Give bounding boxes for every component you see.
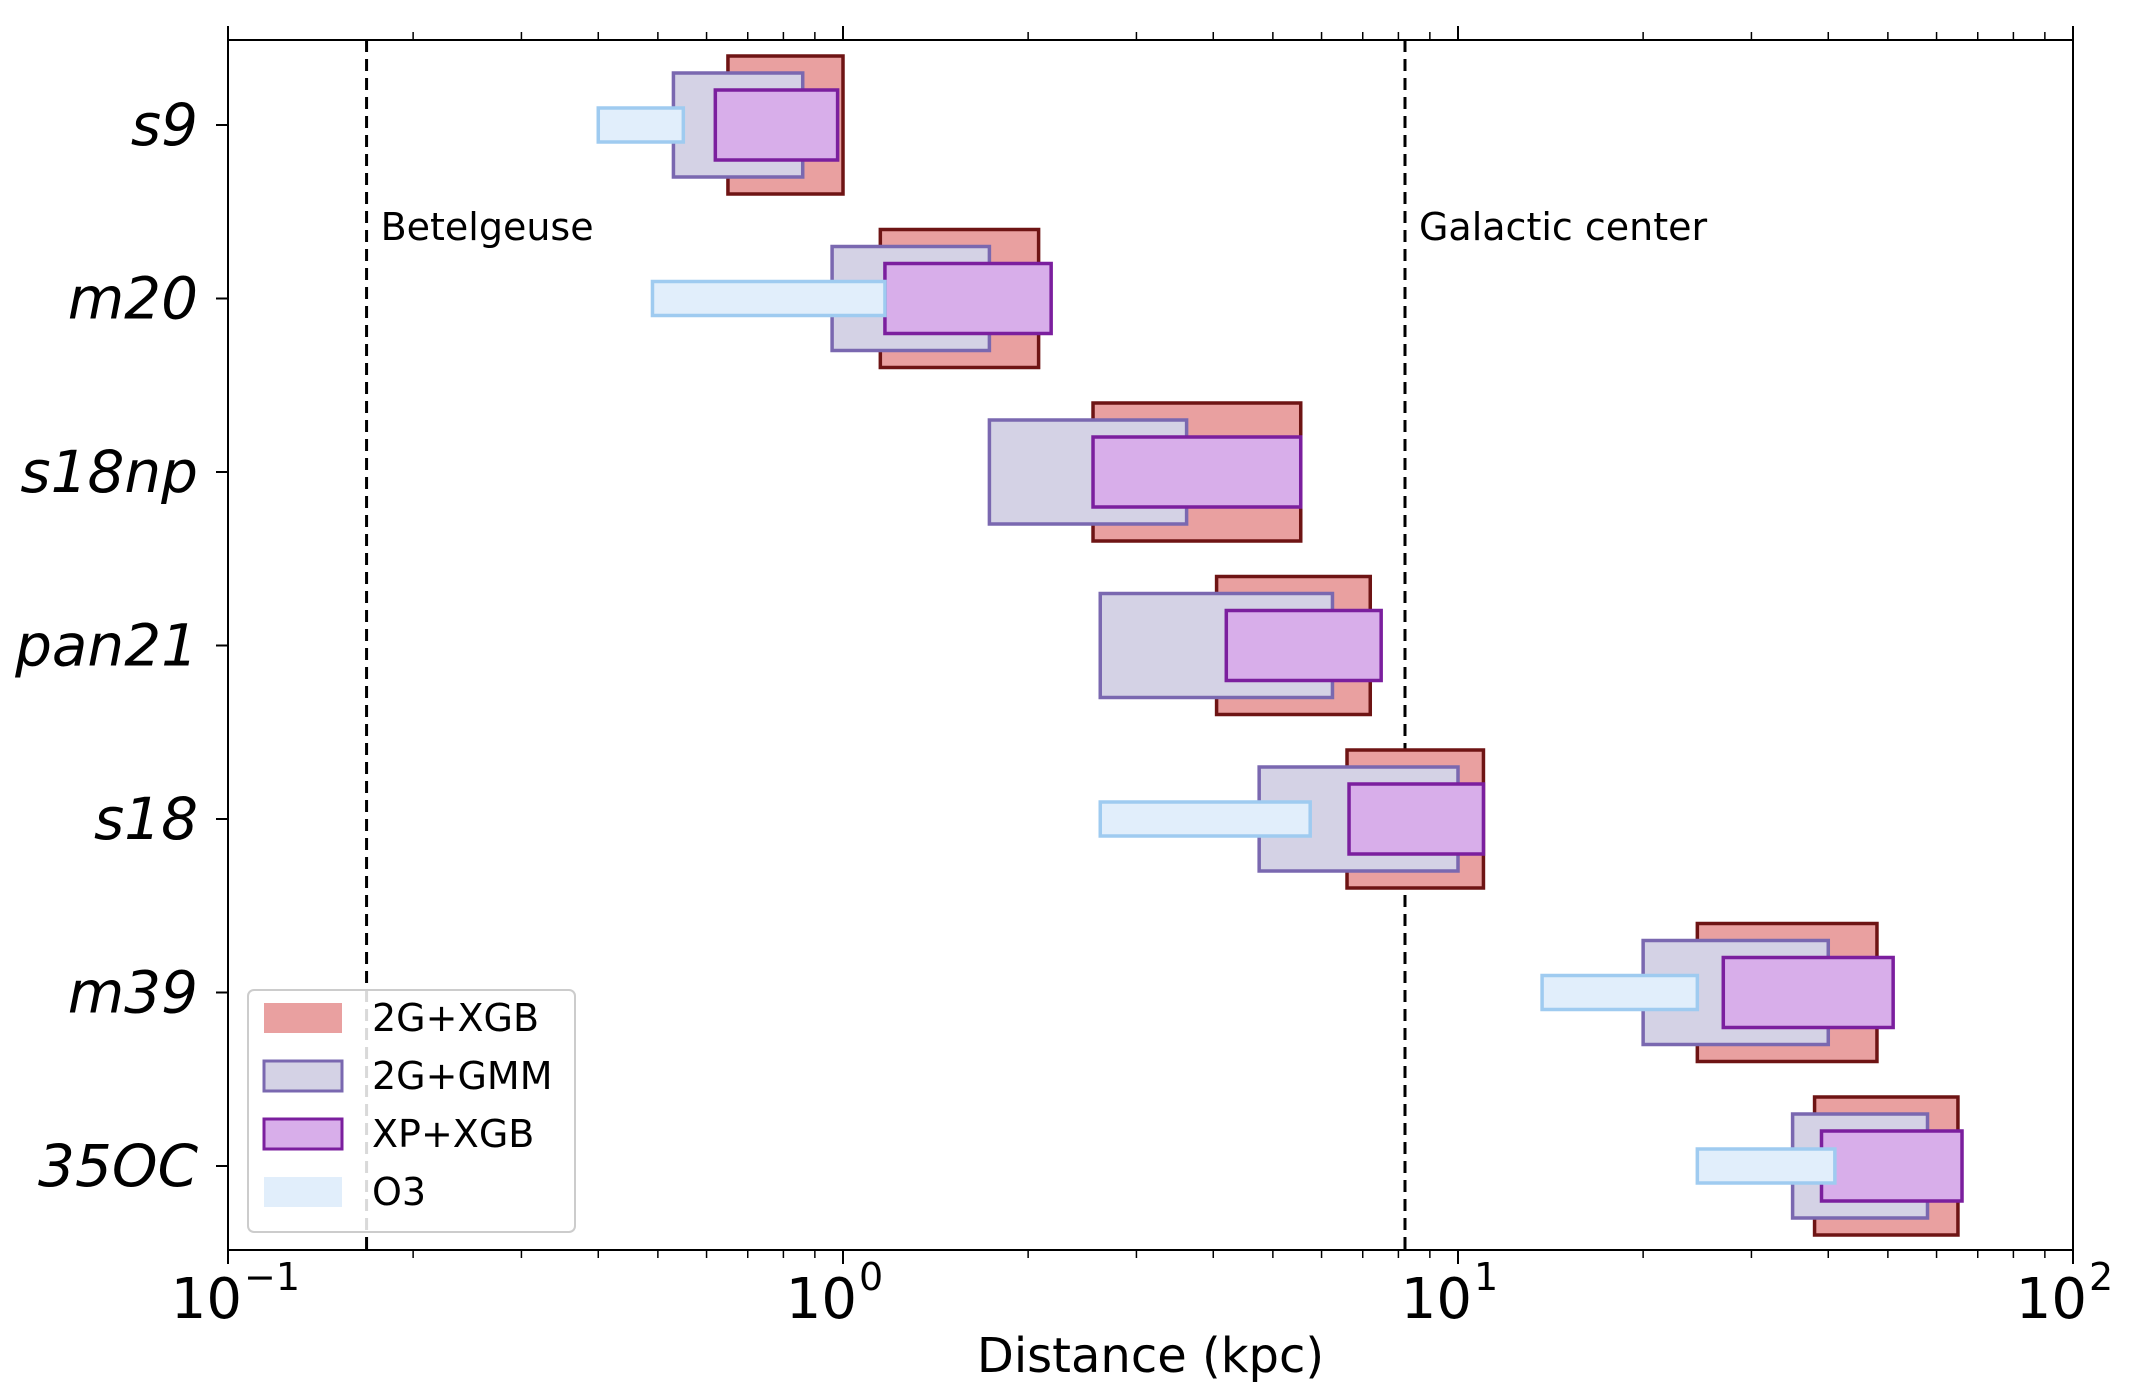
plot-frame bbox=[227, 39, 2074, 1251]
x-tick-label: 10 0 bbox=[786, 1255, 883, 1332]
axis-ticks bbox=[216, 26, 2074, 1264]
reference-line-labels: Betelgeuse Galactic center bbox=[381, 205, 1708, 249]
bar-xp-xgb-m20 bbox=[883, 261, 1053, 336]
bar-o3-s9 bbox=[596, 106, 686, 144]
legend: 2G+XGB 2G+GMM XP+XGB O3 bbox=[247, 989, 576, 1233]
range-bars bbox=[596, 54, 1964, 1237]
y-tick-label: m20 bbox=[68, 265, 198, 333]
x-tick-exponent: −1 bbox=[244, 1255, 300, 1299]
y-tick-label: pan21 bbox=[14, 612, 198, 680]
legend-label: 2G+XGB bbox=[372, 996, 539, 1040]
x-tick-base: 10 bbox=[1401, 1267, 1472, 1332]
x-tick-base: 10 bbox=[2016, 1267, 2087, 1332]
x-tick-label: 10 −1 bbox=[171, 1255, 300, 1332]
bar-o3-m20 bbox=[650, 279, 887, 318]
y-tick-label: s18 bbox=[94, 785, 198, 853]
bar-xp-xgb-pan21 bbox=[1224, 608, 1383, 683]
y-tick-label: s18np bbox=[20, 438, 198, 506]
legend-label: XP+XGB bbox=[372, 1112, 534, 1156]
legend-swatch bbox=[264, 1177, 342, 1207]
reference-line-label: Galactic center bbox=[1419, 205, 1708, 249]
x-tick-base: 10 bbox=[171, 1267, 242, 1332]
y-tick-label: s9 bbox=[131, 91, 198, 159]
x-tick-label: 10 1 bbox=[1401, 1255, 1498, 1332]
bar-xp-xgb-m39 bbox=[1721, 955, 1895, 1030]
y-tick-label: 35OC bbox=[38, 1132, 198, 1200]
x-tick-base: 10 bbox=[786, 1267, 857, 1332]
x-tick-exponent: 0 bbox=[859, 1255, 883, 1299]
y-axis-labels: s9 m20 s18np pan21 s18 m39 35OC bbox=[14, 91, 198, 1200]
legend-label: O3 bbox=[372, 1170, 426, 1214]
bar-xp-xgb-s18np bbox=[1091, 435, 1303, 509]
x-tick-exponent: 1 bbox=[1474, 1255, 1498, 1299]
bar-xp-xgb-35oc bbox=[1819, 1129, 1964, 1203]
legend-swatch bbox=[262, 1117, 344, 1151]
x-tick-label: 10 2 bbox=[2016, 1255, 2113, 1332]
bar-o3-m39 bbox=[1540, 973, 1700, 1012]
reference-line-label: Betelgeuse bbox=[381, 205, 594, 249]
bar-xp-xgb-s18 bbox=[1347, 782, 1486, 856]
x-tick-exponent: 2 bbox=[2089, 1255, 2113, 1299]
x-axis-label: Distance (kpc) bbox=[977, 1328, 1324, 1384]
legend-swatch bbox=[264, 1003, 342, 1033]
y-tick-label: m39 bbox=[68, 959, 198, 1027]
bar-o3-35oc bbox=[1695, 1147, 1837, 1185]
legend-box bbox=[247, 989, 576, 1233]
legend-swatch bbox=[262, 1059, 344, 1093]
x-axis-tick-labels: 10 −1 10 0 10 1 10 2 bbox=[171, 1255, 2113, 1332]
bar-xp-xgb-s9 bbox=[713, 88, 840, 162]
legend-label: 2G+GMM bbox=[372, 1054, 552, 1098]
bar-o3-s18 bbox=[1098, 800, 1312, 838]
